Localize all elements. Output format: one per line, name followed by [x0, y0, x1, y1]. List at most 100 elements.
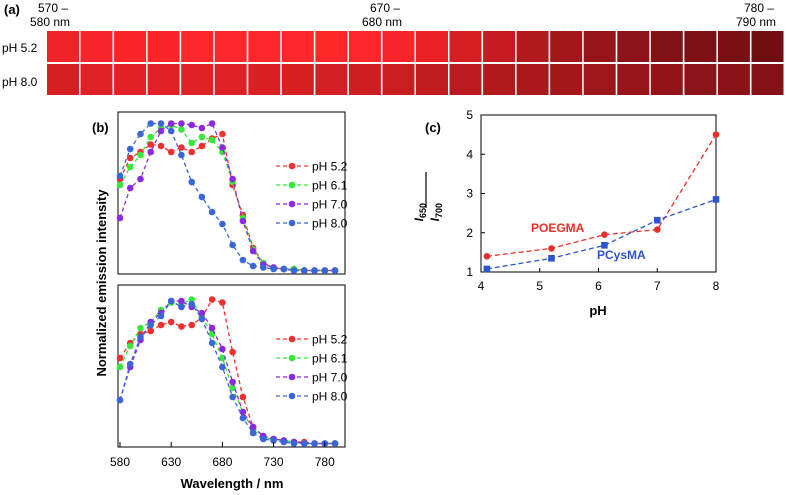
- spectral-tile: [516, 31, 549, 62]
- data-point: [219, 299, 226, 306]
- data-point: [280, 265, 288, 273]
- data-point: [548, 255, 555, 262]
- data-point: [331, 267, 339, 274]
- data-point: [229, 241, 236, 249]
- legend-marker: [288, 335, 296, 343]
- spectral-tile: [147, 64, 180, 95]
- data-point: [178, 126, 185, 133]
- panel-c-label: (c): [425, 120, 441, 135]
- spectral-tile: [684, 64, 717, 95]
- data-point: [601, 242, 608, 249]
- series-line: [119, 122, 335, 272]
- legend-marker: [288, 373, 296, 381]
- spectral-tile: [751, 64, 784, 95]
- data-point: [229, 348, 236, 356]
- panel-b: (b) Normalized emission intensity pH 5.2…: [92, 111, 348, 491]
- spectral-tile: [650, 64, 683, 95]
- spectral-tile: [315, 64, 348, 95]
- x-tick-label: 4: [478, 279, 485, 293]
- b-ylabel: Normalized emission intensity: [94, 189, 109, 377]
- data-point: [157, 142, 165, 150]
- data-point: [260, 435, 267, 443]
- spectral-tile: [382, 64, 415, 95]
- spectral-tile: [214, 31, 247, 62]
- data-point: [249, 423, 257, 431]
- x-tick-label: 7: [654, 279, 661, 293]
- spectral-tile: [248, 31, 281, 62]
- data-point: [229, 378, 236, 386]
- data-point: [219, 363, 226, 371]
- b-bottom-chart: pH 5.2 pH 6.1 pH 7.0 pH 8.0: [116, 296, 348, 447]
- legend-marker: [288, 200, 296, 208]
- series-line: [119, 124, 335, 272]
- data-point: [483, 252, 491, 260]
- data-point: [178, 144, 185, 151]
- data-point: [208, 120, 216, 127]
- data-point: [188, 178, 195, 186]
- c-xlabel: pH: [589, 303, 606, 318]
- data-point: [331, 440, 339, 447]
- spectral-tile: [550, 64, 583, 95]
- data-point: [188, 148, 195, 156]
- row-label-ph80: pH 8.0: [2, 75, 38, 89]
- data-point: [198, 193, 206, 201]
- data-point: [208, 208, 216, 216]
- series-line: [119, 122, 335, 272]
- spectral-tile: [181, 64, 214, 95]
- data-point: [137, 151, 144, 159]
- data-point: [198, 133, 206, 141]
- data-point: [654, 216, 661, 224]
- data-point: [229, 175, 236, 183]
- spectral-tile: [416, 64, 448, 95]
- spectral-tile: [583, 31, 616, 62]
- data-point: [137, 324, 144, 332]
- b-xaxis: 580 630 680 730 780: [110, 442, 335, 469]
- data-point: [126, 145, 134, 153]
- data-point: [208, 136, 216, 144]
- spectral-tile: [214, 64, 247, 95]
- legend-label: pH 7.0: [312, 198, 348, 212]
- b-top-chart: pH 5.2 pH 6.1 pH 7.0 pH 8.0: [116, 120, 348, 274]
- data-point: [270, 265, 277, 273]
- data-point: [229, 384, 236, 392]
- data-point: [239, 393, 247, 401]
- spectral-tile: [281, 31, 314, 62]
- data-point: [147, 148, 154, 156]
- panel-a-label: (a): [4, 2, 20, 17]
- data-point: [311, 267, 318, 274]
- data-point: [219, 345, 226, 353]
- x-tick-label: 780: [315, 455, 335, 469]
- data-point: [198, 124, 206, 132]
- data-point: [219, 144, 226, 151]
- x-tick-label: 5: [536, 279, 543, 293]
- spectral-tile: [248, 64, 281, 95]
- data-point: [290, 267, 298, 274]
- spectral-tile: [617, 31, 650, 62]
- data-point: [188, 139, 195, 147]
- spectral-tile: [684, 31, 717, 62]
- range-label-end-line2: 790 nm: [736, 15, 776, 29]
- data-point: [712, 131, 720, 138]
- series-line: [119, 298, 335, 445]
- spectral-tile: [449, 31, 482, 62]
- data-point: [126, 342, 134, 350]
- data-point: [157, 127, 165, 135]
- spectral-tile: [516, 64, 549, 95]
- spectral-tile: [449, 64, 482, 95]
- data-point: [208, 339, 216, 347]
- data-point: [116, 354, 124, 362]
- legend-marker: [288, 392, 296, 400]
- b-top-plot-frame: [117, 111, 346, 275]
- legend-label: pH 7.0: [312, 371, 348, 385]
- x-tick-label: 580: [110, 455, 130, 469]
- data-point: [290, 440, 298, 447]
- range-label-mid-line2: 680 nm: [362, 15, 402, 29]
- spectral-tile: [281, 64, 314, 95]
- data-point: [116, 214, 124, 222]
- data-point: [116, 172, 124, 180]
- data-point: [178, 120, 185, 127]
- data-point: [198, 309, 206, 317]
- data-point: [219, 130, 226, 138]
- panel-b-label: (b): [92, 120, 109, 135]
- data-point: [601, 231, 608, 238]
